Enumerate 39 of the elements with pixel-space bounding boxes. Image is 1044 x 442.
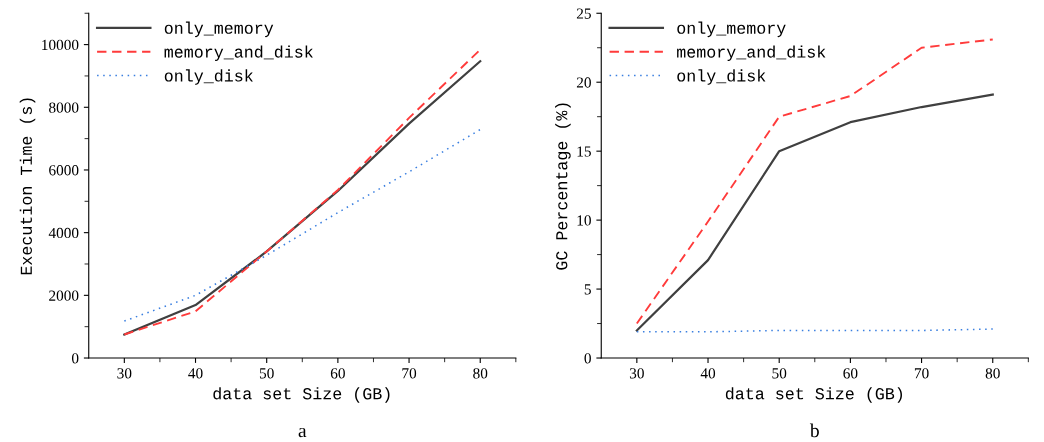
- y-tick-label: 20: [576, 77, 591, 88]
- y-tick-label: 5: [584, 284, 591, 295]
- y-tick-label: 4000: [48, 227, 79, 239]
- line-series: [123, 128, 482, 322]
- x-tick-label: 30: [629, 368, 644, 379]
- line-series: [635, 38, 994, 325]
- x-tick-label: 40: [700, 368, 716, 379]
- x-tick-label: 70: [402, 368, 417, 379]
- x-tick-label: 50: [772, 368, 787, 379]
- legend-label: memory_and_disk: [677, 45, 826, 61]
- y-tick-label: 6000: [49, 165, 79, 176]
- legend-label: only_disk: [164, 69, 253, 85]
- x-tick-label: 60: [330, 368, 345, 379]
- y-tick-label: 10: [577, 215, 591, 226]
- legend-label: memory_and_disk: [164, 45, 313, 61]
- y-tick-label: 0: [71, 353, 79, 364]
- x-tick-label: 80: [473, 368, 488, 379]
- y-tick-label: 8000: [49, 102, 79, 113]
- text: b: [809, 423, 819, 438]
- y-tick-label: 15: [577, 146, 591, 157]
- x-tick-label: 60: [843, 368, 858, 379]
- x-tick-label: 50: [259, 368, 274, 379]
- x-axis-title: data set Size (GB): [725, 387, 902, 403]
- text: a: [298, 427, 307, 438]
- x-tick-label: 70: [914, 368, 929, 379]
- legend-label: only_memory: [164, 21, 274, 38]
- y-axis-title: Execution Time (s): [19, 98, 36, 275]
- x-tick-label: 30: [117, 368, 132, 379]
- y-tick-label: 0: [584, 353, 591, 364]
- x-axis-title: data set Size (GB): [213, 387, 390, 403]
- legend-label: only_disk: [677, 69, 766, 85]
- y-tick-label: 2000: [49, 290, 79, 301]
- y-tick-label: 10000: [42, 39, 79, 51]
- x-tick-label: 80: [985, 368, 1000, 379]
- x-tick-label: 40: [188, 368, 203, 379]
- y-tick-label: 25: [576, 8, 591, 19]
- legend-label: only_memory: [677, 21, 786, 38]
- line-series: [635, 93, 994, 332]
- y-axis-title: GC Percentage (%): [555, 103, 571, 270]
